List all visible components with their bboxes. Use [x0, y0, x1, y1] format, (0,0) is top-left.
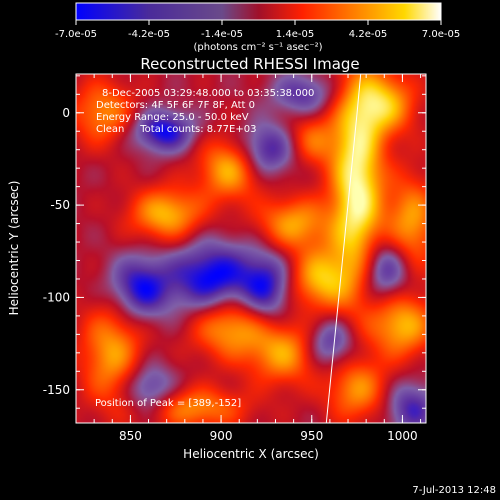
- colorbar-tick-label: -1.4e-05: [201, 29, 243, 40]
- colorbar: [75, 2, 442, 21]
- chart-title: Reconstructed RHESSI Image: [140, 55, 359, 73]
- solar-limb-line: [325, 74, 362, 423]
- x-tick-label: 950: [300, 429, 323, 443]
- x-tick-label: 850: [119, 429, 142, 443]
- y-tick-label: -100: [43, 290, 70, 304]
- colorbar-tick-label: 7.0e-05: [422, 29, 460, 40]
- y-tick-label: -50: [50, 198, 70, 212]
- x-tick-label: 1000: [387, 429, 418, 443]
- plot-frame: [75, 73, 427, 424]
- colorbar-tick-label: 1.4e-05: [276, 29, 314, 40]
- x-axis-ticks: 850 900 950 1000: [93, 74, 422, 443]
- y-axis-label: Heliocentric Y (arcsec): [7, 181, 21, 316]
- colorbar-ticks: -7.0e-05 -4.2e-05 -1.4e-05 1.4e-05 4.2e-05 7.…: [55, 20, 460, 40]
- y-tick-label: -150: [43, 383, 70, 397]
- y-axis-ticks: 0 -50 -100 -150: [43, 75, 426, 409]
- colorbar-units: (photons cm⁻² s⁻¹ asec⁻²): [193, 42, 322, 53]
- x-tick-label: 900: [210, 429, 233, 443]
- y-tick-label: 0: [62, 106, 70, 120]
- heatmap-image: [76, 74, 426, 423]
- colorbar-tick-label: -4.2e-05: [128, 29, 170, 40]
- x-axis-label: Heliocentric X (arcsec): [183, 447, 319, 461]
- footer-date: 7-Jul-2013 12:48: [412, 485, 496, 496]
- colorbar-tick-label: -7.0e-05: [55, 29, 97, 40]
- peak-position: Position of Peak = [389,-152]: [95, 398, 242, 409]
- colorbar-tick-label: 4.2e-05: [349, 29, 387, 40]
